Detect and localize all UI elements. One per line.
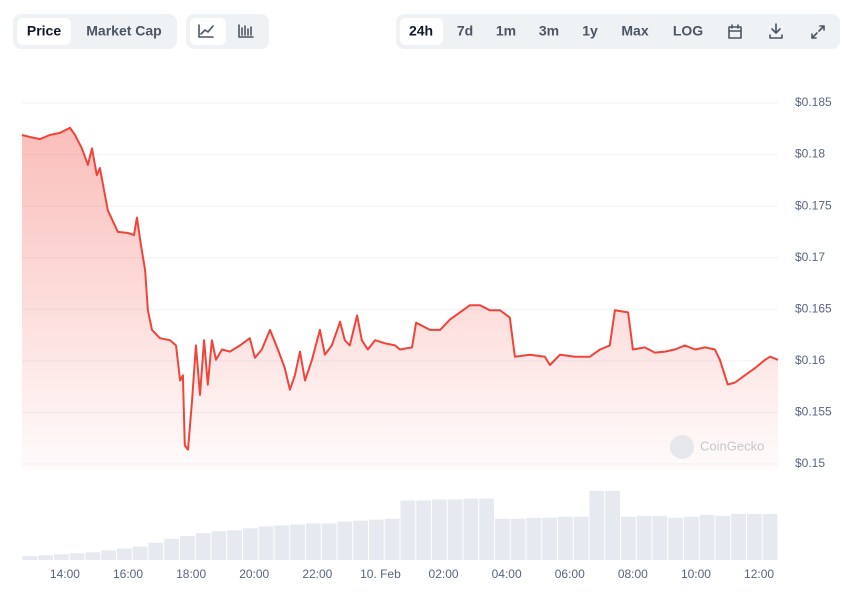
range-button[interactable]: 7d	[457, 23, 473, 39]
volume-bar	[258, 526, 274, 560]
y-tick-label: $0.17	[795, 250, 825, 264]
volume-bar	[715, 515, 731, 560]
volume-bar	[384, 518, 400, 560]
range-button[interactable]: 1y	[582, 23, 598, 39]
tab[interactable]: Price	[27, 23, 61, 39]
volume-bar	[148, 542, 164, 560]
volume-bar	[652, 515, 668, 560]
y-tick-label: $0.185	[795, 95, 832, 109]
volume-bar	[227, 530, 242, 560]
volume-bar	[243, 528, 258, 560]
x-tick-label: 04:00	[492, 567, 522, 581]
tab-active[interactable]	[17, 18, 71, 45]
volume-bar	[38, 555, 53, 560]
x-tick-label: 12:00	[744, 567, 774, 581]
volume-bar	[337, 521, 353, 560]
y-tick-label: $0.165	[795, 301, 832, 315]
volume-bar	[668, 517, 683, 560]
x-tick-label: 10:00	[681, 567, 711, 581]
volume-bar	[22, 556, 38, 560]
y-tick-label: $0.175	[795, 198, 832, 212]
line-icon	[198, 24, 214, 38]
volume-bar	[432, 499, 447, 560]
volume-bar	[747, 513, 762, 560]
volume-bar	[306, 523, 321, 560]
volume-bar	[526, 517, 542, 560]
y-tick-label: $0.18	[795, 147, 825, 161]
y-tick-label: $0.16	[795, 353, 825, 367]
volume-bar	[164, 538, 179, 560]
x-tick-label: 08:00	[618, 567, 648, 581]
volume-bar	[211, 531, 227, 560]
volume-bar	[416, 500, 431, 560]
x-tick-label: 20:00	[239, 567, 269, 581]
volume-bar	[731, 513, 746, 560]
price-area	[22, 127, 778, 471]
calendar-icon[interactable]	[728, 24, 742, 39]
download-icon[interactable]	[769, 23, 783, 39]
volume-bar	[290, 524, 305, 560]
volume-bar	[636, 515, 652, 560]
volume-bar	[321, 523, 337, 560]
y-tick-label: $0.155	[795, 405, 832, 419]
range-button[interactable]: 3m	[539, 23, 559, 39]
volume-bar	[605, 490, 620, 560]
price-line	[21, 126, 779, 451]
range-group	[396, 14, 840, 49]
volume-bar	[463, 498, 479, 560]
volume-bar	[353, 520, 368, 560]
range-active[interactable]	[400, 18, 443, 45]
x-tick-label: 02:00	[429, 567, 459, 581]
x-tick-label: 14:00	[50, 567, 80, 581]
range-button[interactable]: Max	[621, 23, 648, 39]
watermark: CoinGecko	[700, 438, 764, 453]
watermark-logo	[670, 435, 694, 459]
volume-bar	[542, 517, 557, 560]
volume-bar	[400, 500, 416, 560]
volume-bar	[558, 516, 573, 560]
candle-icon[interactable]	[238, 24, 254, 38]
fullscreen-icon[interactable]	[811, 25, 825, 39]
range-button[interactable]: 24h	[409, 23, 433, 39]
range-button[interactable]: 1m	[496, 23, 516, 39]
x-tick-label: 22:00	[302, 567, 332, 581]
volume-bar	[479, 498, 494, 560]
volume-bar	[369, 519, 384, 560]
x-tick-label: 10. Feb	[360, 567, 401, 581]
volume-bar	[447, 499, 463, 560]
volume-bar	[274, 525, 290, 560]
volume-bar	[54, 554, 69, 560]
volume-bar	[699, 514, 715, 560]
volume-bar	[589, 490, 605, 560]
volume-bar	[573, 516, 589, 560]
volume-bar	[69, 553, 85, 560]
volume-bar	[621, 516, 636, 560]
x-tick-label: 18:00	[176, 567, 206, 581]
y-tick-label: $0.15	[795, 456, 825, 470]
volume-bar	[762, 513, 778, 560]
x-tick-label: 16:00	[113, 567, 143, 581]
volume-bar	[495, 518, 510, 560]
range-button[interactable]: LOG	[673, 23, 703, 39]
volume-bar	[180, 536, 195, 560]
volume-bar	[101, 550, 116, 560]
volume-bar	[195, 533, 211, 560]
volume-bar	[85, 552, 101, 560]
volume-bar	[132, 546, 148, 560]
volume-bar	[117, 548, 132, 560]
tab[interactable]: Market Cap	[86, 23, 161, 39]
volume-bar	[684, 516, 699, 560]
volume-bar	[510, 518, 526, 560]
x-tick-label: 06:00	[555, 567, 585, 581]
